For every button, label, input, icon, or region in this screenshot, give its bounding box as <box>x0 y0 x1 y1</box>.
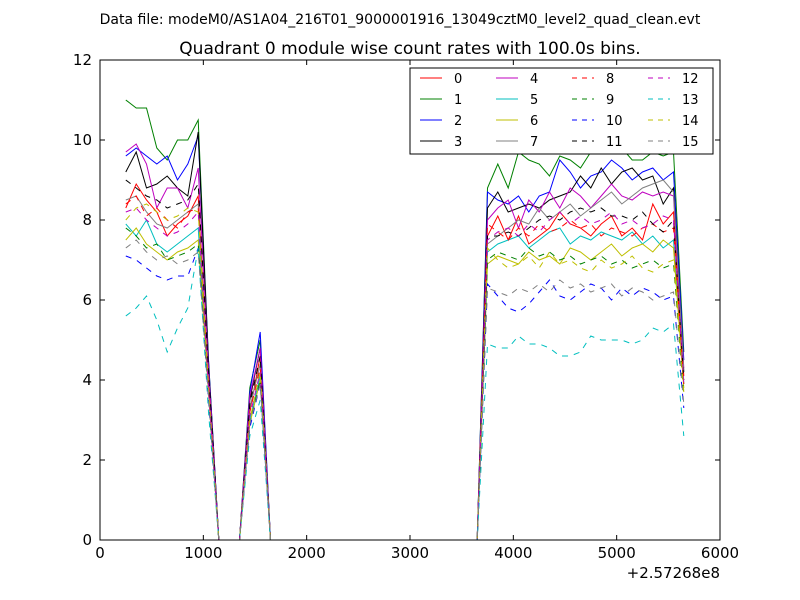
plot-lines <box>125 99 685 541</box>
legend-label-8: 8 <box>606 72 614 87</box>
y-tick-label: 12 <box>73 51 92 69</box>
y-tick-label: 6 <box>82 291 92 309</box>
legend-label-7: 7 <box>530 135 538 150</box>
x-tick-label: 6000 <box>701 544 739 562</box>
series-line-4 <box>125 143 685 541</box>
x-tick-label: 4000 <box>494 544 532 562</box>
legend-label-12: 12 <box>682 72 699 87</box>
x-tick-label: 0 <box>95 544 105 562</box>
chart-title: Quadrant 0 module wise count rates with … <box>179 39 640 59</box>
y-tick-label: 10 <box>73 131 92 149</box>
x-offset-label: +2.57268e8 <box>627 564 720 582</box>
legend-label-4: 4 <box>530 72 538 87</box>
legend-label-5: 5 <box>530 93 538 108</box>
legend-label-11: 11 <box>606 135 623 150</box>
legend-label-1: 1 <box>454 93 462 108</box>
x-tick-label: 5000 <box>598 544 636 562</box>
legend-label-9: 9 <box>606 93 614 108</box>
legend-frame <box>409 67 714 155</box>
x-tick-label: 1000 <box>184 544 222 562</box>
series-line-11 <box>125 179 685 541</box>
y-tick-label: 0 <box>82 531 92 549</box>
legend-label-14: 14 <box>682 114 699 129</box>
y-tick-label: 8 <box>82 211 92 229</box>
series-line-15 <box>125 239 685 541</box>
legend-label-10: 10 <box>606 114 623 129</box>
legend-label-3: 3 <box>454 135 462 150</box>
legend-label-6: 6 <box>530 114 538 129</box>
legend-label-15: 15 <box>682 135 699 150</box>
y-tick-label: 2 <box>82 451 92 469</box>
legend-label-0: 0 <box>454 72 462 87</box>
x-axis: 0 1000 2000 3000 4000 5000 6000 <box>95 60 739 562</box>
series-line-1 <box>125 99 685 541</box>
series-line-8 <box>125 195 685 541</box>
series-line-7 <box>125 179 685 541</box>
x-tick-label: 3000 <box>391 544 429 562</box>
figure-suptitle: Data file: modeM0/AS1A04_216T01_90000019… <box>100 12 701 28</box>
legend-label-13: 13 <box>682 93 699 108</box>
series-line-3 <box>125 131 685 541</box>
legend-label-2: 2 <box>454 114 462 129</box>
y-tick-label: 4 <box>82 371 92 389</box>
series-line-10 <box>125 247 685 541</box>
series-line-0 <box>125 182 685 541</box>
x-tick-label: 2000 <box>288 544 326 562</box>
